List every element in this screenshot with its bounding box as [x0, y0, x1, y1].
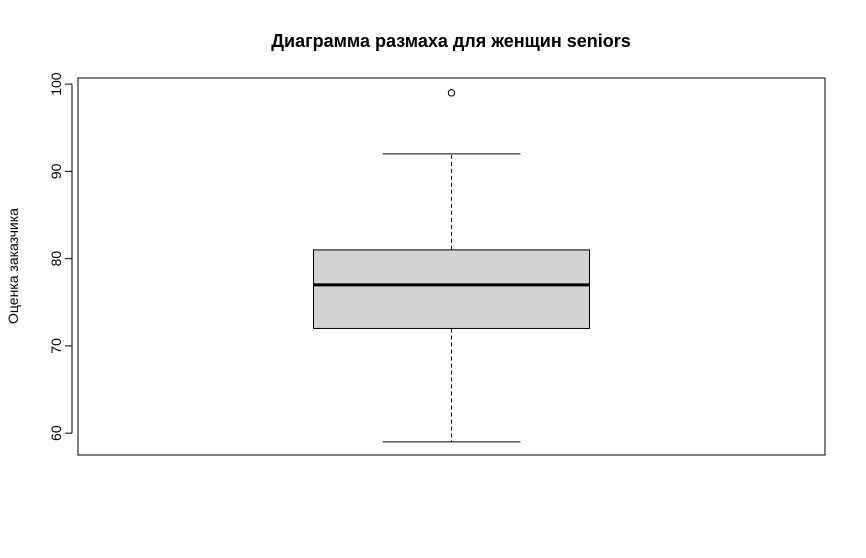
outlier-point	[447, 89, 456, 97]
y-tick-label-70: 70	[48, 338, 64, 354]
y-axis: 60 70 80 90 100	[48, 72, 73, 441]
chart-title: Диаграмма размаха для женщин seniors	[271, 31, 631, 51]
y-tick-label-60: 60	[48, 425, 64, 441]
boxes-group	[313, 89, 590, 443]
plot-frame	[77, 77, 826, 456]
y-axis-label: Оценка заказчика	[5, 208, 21, 324]
y-tick-label-100: 100	[48, 72, 64, 96]
y-tick-label-80: 80	[48, 251, 64, 267]
iqr-box	[313, 249, 590, 329]
y-tick-label-90: 90	[48, 163, 64, 179]
